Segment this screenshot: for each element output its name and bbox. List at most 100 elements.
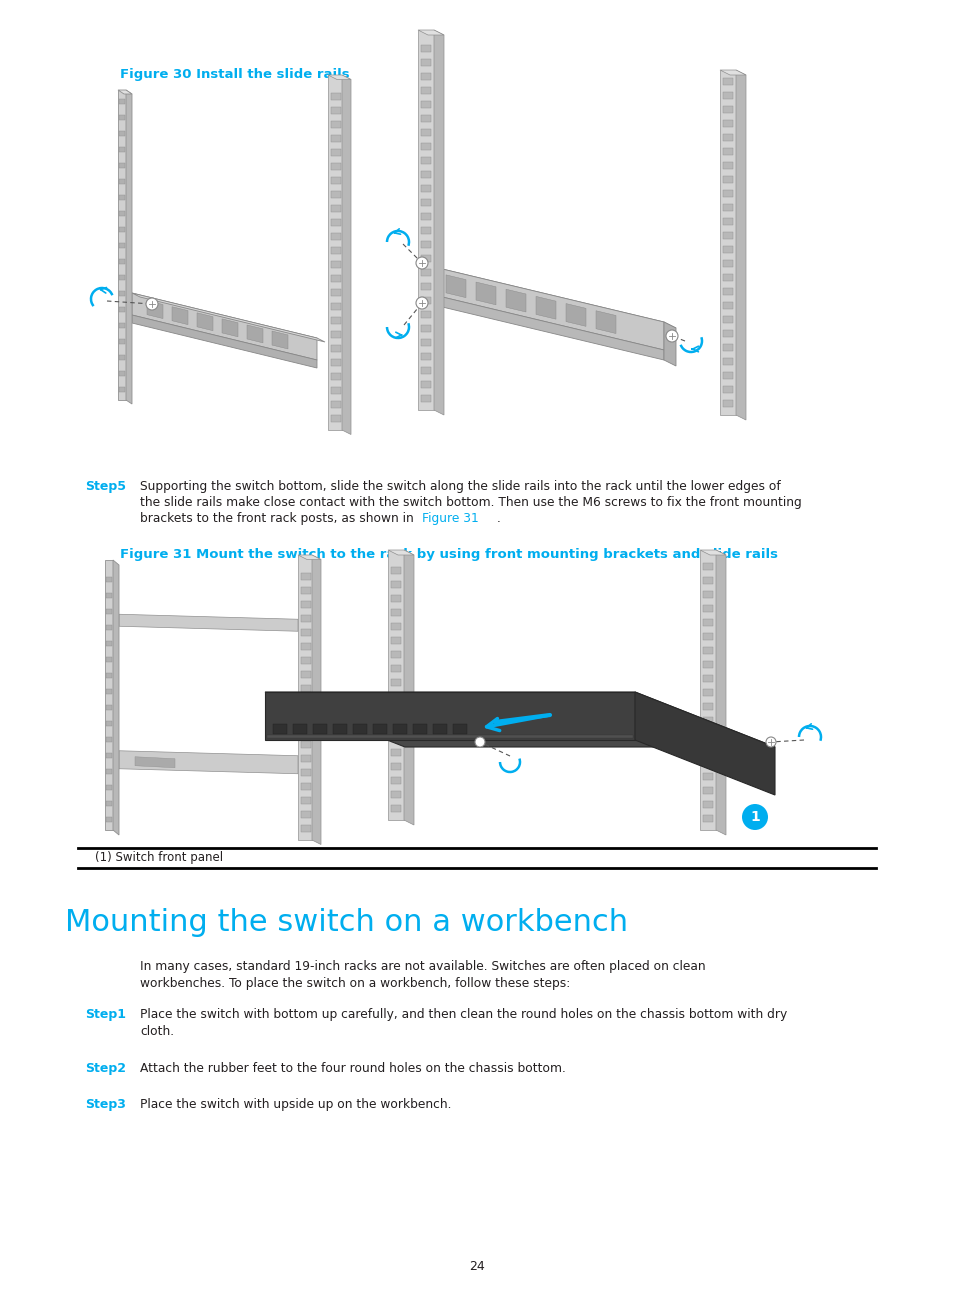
Bar <box>106 609 112 614</box>
Bar <box>119 340 125 343</box>
Bar <box>301 740 311 748</box>
Bar <box>722 232 732 238</box>
Bar <box>453 724 467 734</box>
Bar <box>722 358 732 364</box>
Bar <box>301 754 311 762</box>
Bar <box>420 157 431 163</box>
Text: Mounting the switch on a workbench: Mounting the switch on a workbench <box>65 908 627 937</box>
Polygon shape <box>403 550 414 826</box>
Bar <box>702 632 712 640</box>
Bar <box>722 78 732 84</box>
Bar <box>301 643 311 649</box>
Text: 24: 24 <box>469 1260 484 1273</box>
Bar <box>331 191 340 197</box>
Bar <box>722 343 732 351</box>
Bar <box>702 562 712 570</box>
Bar <box>391 735 400 741</box>
Polygon shape <box>272 330 288 349</box>
Bar <box>420 283 431 289</box>
Bar <box>119 194 125 200</box>
Polygon shape <box>247 325 263 343</box>
Text: brackets to the front rack posts, as shown in: brackets to the front rack posts, as sho… <box>140 512 417 525</box>
Polygon shape <box>265 692 635 740</box>
Bar <box>301 587 311 594</box>
Polygon shape <box>720 70 745 75</box>
Polygon shape <box>720 70 735 415</box>
Polygon shape <box>735 70 745 420</box>
Polygon shape <box>196 312 213 330</box>
Bar <box>331 289 340 295</box>
Bar <box>301 727 311 734</box>
Bar <box>702 745 712 752</box>
Bar <box>391 692 400 700</box>
Text: 1: 1 <box>749 810 760 824</box>
Bar <box>702 717 712 723</box>
Bar <box>391 665 400 671</box>
Polygon shape <box>536 297 556 319</box>
Bar <box>702 688 712 696</box>
Bar <box>301 614 311 622</box>
Bar <box>106 801 112 806</box>
Polygon shape <box>172 307 188 324</box>
Bar <box>420 198 431 206</box>
Bar <box>331 260 340 267</box>
Bar <box>106 642 112 645</box>
Text: cloth.: cloth. <box>140 1025 174 1038</box>
Bar <box>106 721 112 726</box>
Bar <box>420 353 431 359</box>
Polygon shape <box>417 30 434 410</box>
Bar <box>391 721 400 727</box>
Polygon shape <box>119 750 297 774</box>
Bar <box>702 591 712 597</box>
Bar <box>722 273 732 281</box>
Bar <box>119 146 125 152</box>
Bar <box>391 636 400 644</box>
Bar <box>331 373 340 380</box>
Bar <box>420 184 431 192</box>
Circle shape <box>665 330 678 342</box>
Polygon shape <box>132 315 316 368</box>
Text: Attach the rubber feet to the four round holes on the chassis bottom.: Attach the rubber feet to the four round… <box>140 1061 565 1074</box>
Text: workbenches. To place the switch on a workbench, follow these steps:: workbenches. To place the switch on a wo… <box>140 977 570 990</box>
Bar <box>722 218 732 224</box>
Bar <box>106 689 112 693</box>
Bar <box>106 753 112 758</box>
Bar <box>106 785 112 791</box>
Bar <box>722 246 732 253</box>
Bar <box>420 254 431 262</box>
Bar <box>722 148 732 154</box>
Text: Place the switch with upside up on the workbench.: Place the switch with upside up on the w… <box>140 1098 451 1111</box>
Circle shape <box>416 257 428 270</box>
Bar <box>702 618 712 626</box>
Bar <box>393 724 407 734</box>
Text: Supporting the switch bottom, slide the switch along the slide rails into the ra: Supporting the switch bottom, slide the … <box>140 480 780 492</box>
Bar <box>420 128 431 136</box>
Bar <box>420 268 431 276</box>
Bar <box>119 98 125 104</box>
Bar <box>420 101 431 108</box>
Bar <box>106 577 112 582</box>
Bar <box>331 176 340 184</box>
Polygon shape <box>126 89 132 404</box>
Bar <box>420 241 431 248</box>
Bar <box>420 338 431 346</box>
Bar <box>391 566 400 574</box>
Polygon shape <box>434 267 663 350</box>
Bar <box>353 724 367 734</box>
Polygon shape <box>312 555 320 845</box>
Bar <box>119 227 125 232</box>
Bar <box>106 737 112 743</box>
Bar <box>331 345 340 351</box>
Circle shape <box>741 804 767 829</box>
Bar <box>722 92 732 98</box>
Bar <box>420 311 431 318</box>
Bar <box>391 595 400 601</box>
Polygon shape <box>434 295 663 360</box>
Bar <box>433 724 447 734</box>
Bar <box>702 758 712 766</box>
Bar <box>331 400 340 408</box>
Bar <box>722 302 732 308</box>
Polygon shape <box>434 267 676 328</box>
Bar <box>722 372 732 378</box>
Polygon shape <box>222 319 237 337</box>
